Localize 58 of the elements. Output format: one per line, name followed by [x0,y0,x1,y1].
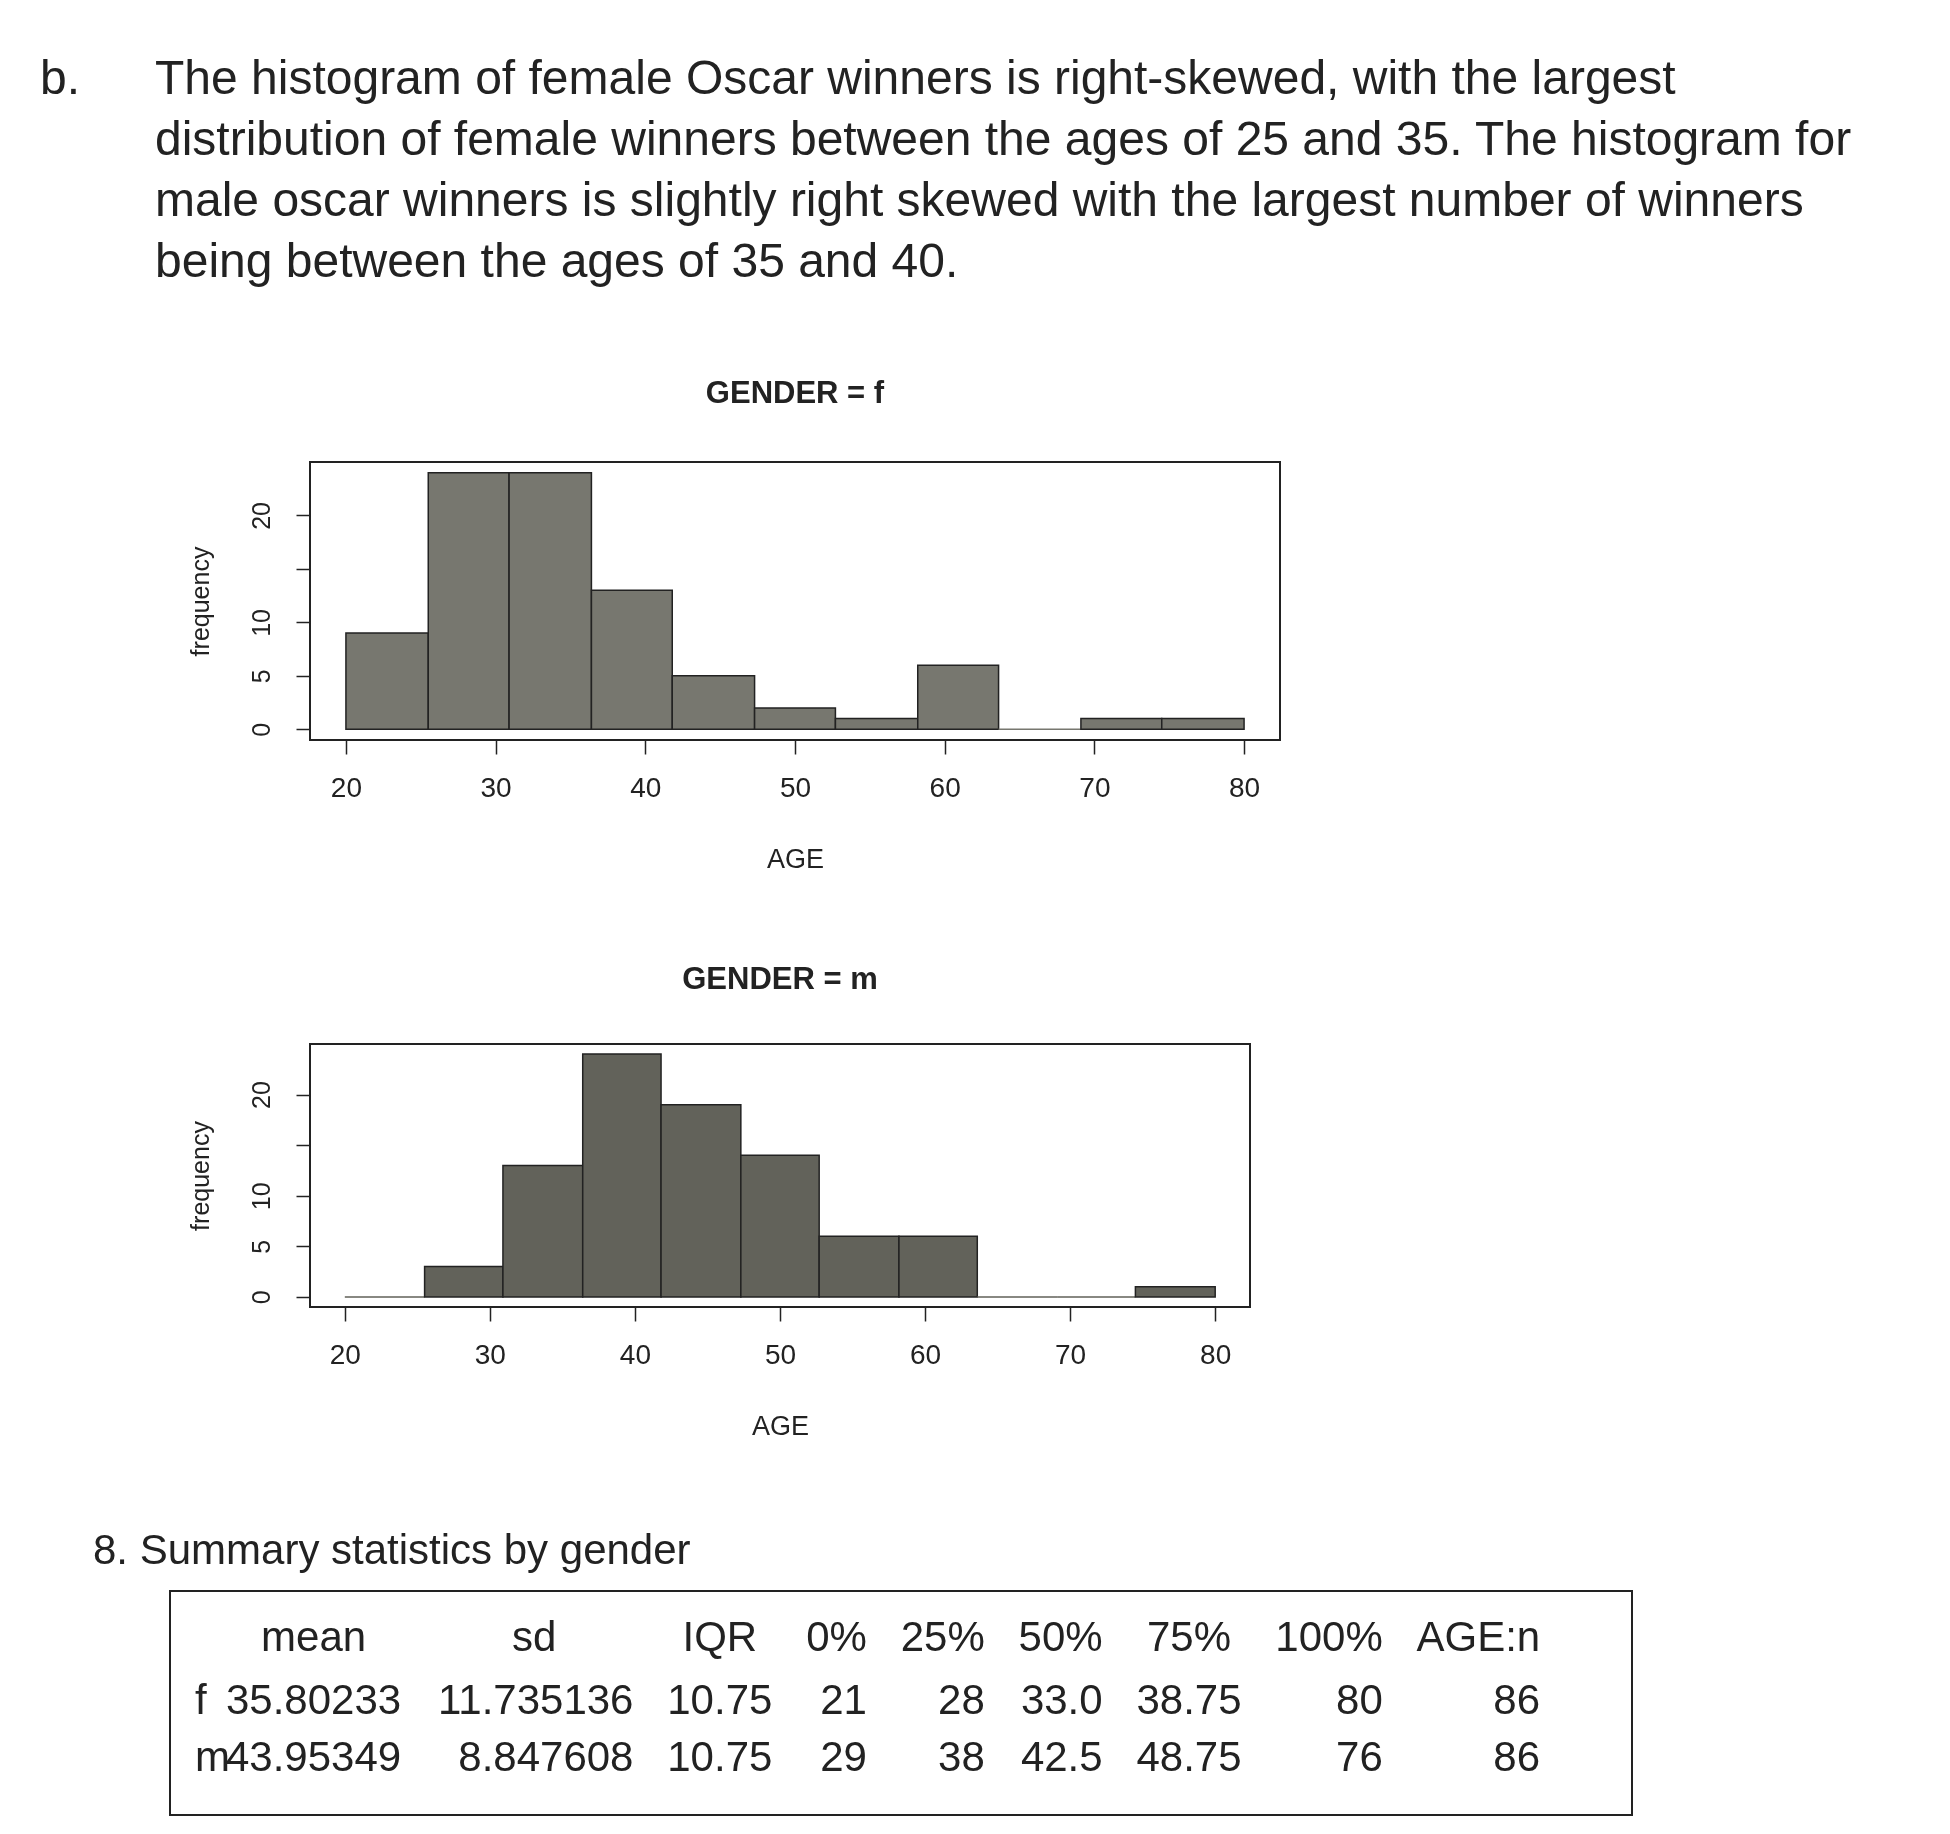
x-tick-label: IQR [682,1613,758,1660]
data-label: 42.5 [1020,1733,1103,1780]
data-label: 38 [938,1733,985,1780]
data-label: 8.847608 [458,1733,634,1780]
y-tick-label: 0 [246,1290,275,1305]
x-tick-label: 0% [806,1613,867,1660]
chart-title: GENDER = m [682,961,878,996]
data-label: 80 [1336,1676,1383,1723]
y-tick-label: f [195,1676,207,1723]
x-tick-label: 40 [630,771,662,803]
text: The histogram of female Oscar winners is right-skewed, with the largest distribution of female winners between the ages of 25 and 35. The histogram for male oscar winners is slightly right skewed with the largest number of winners being between the ages of 35 and 40. [155,51,1852,287]
x-tick-label: 75% [1146,1613,1232,1660]
data-label: 35.80233 [225,1676,402,1723]
data-label: 33.0 [1020,1676,1103,1723]
x-tick-label: sd [512,1613,557,1660]
x-tick-label: 100% [1275,1613,1383,1660]
y-axis-title: frequency [185,546,214,657]
x-tick-label: 50 [764,1338,797,1370]
data-label: 11.735136 [438,1676,634,1723]
y-tick-label: 5 [246,1239,275,1254]
x-tick-label: 30 [480,771,512,803]
y-tick-label: 10 [246,608,275,637]
data-label: 29 [820,1733,867,1780]
x-tick-label: AGE:n [1416,1613,1541,1660]
data-label: 38.75 [1136,1676,1242,1723]
data-label: 86 [1493,1733,1540,1780]
x-tick-label: mean [261,1613,367,1660]
y-tick-label: 20 [246,1081,275,1109]
data-label: 28 [938,1676,985,1723]
x-tick-label: 50 [779,771,812,803]
data-label: 10.75 [667,1733,773,1780]
y-tick-label: 20 [246,502,275,530]
x-tick-label: 20 [330,771,362,803]
y-tick-label: 5 [246,669,275,684]
x-tick-label: 60 [929,771,961,803]
chart-title: GENDER = f [705,375,885,410]
x-tick-label: 80 [1229,771,1261,803]
y-axis-title: frequency [185,1120,214,1231]
data-label: 21 [820,1676,867,1723]
x-tick-label: 80 [1200,1338,1232,1370]
data-label: 86 [1493,1676,1540,1723]
y-tick-label: 0 [246,722,275,737]
x-tick-label: 70 [1079,771,1111,803]
data-label: 76 [1336,1733,1383,1780]
x-tick-label: 20 [329,1338,361,1370]
x-tick-label: 50% [1018,1613,1103,1660]
x-tick-label: 70 [1055,1338,1087,1370]
x-tick-label: 25% [900,1613,985,1660]
x-axis-title: AGE [751,1410,810,1441]
chart-title: 8. Summary statistics by gender [93,1526,691,1573]
data-label: 48.75 [1136,1733,1242,1780]
x-axis-title: AGE [766,843,825,874]
y-tick-label: 10 [246,1182,275,1211]
x-tick-label: 60 [909,1338,942,1370]
x-tick-label: 40 [619,1338,652,1370]
x-tick-label: 30 [474,1338,506,1370]
text: b. [40,51,81,104]
data-label: 10.75 [667,1676,773,1723]
